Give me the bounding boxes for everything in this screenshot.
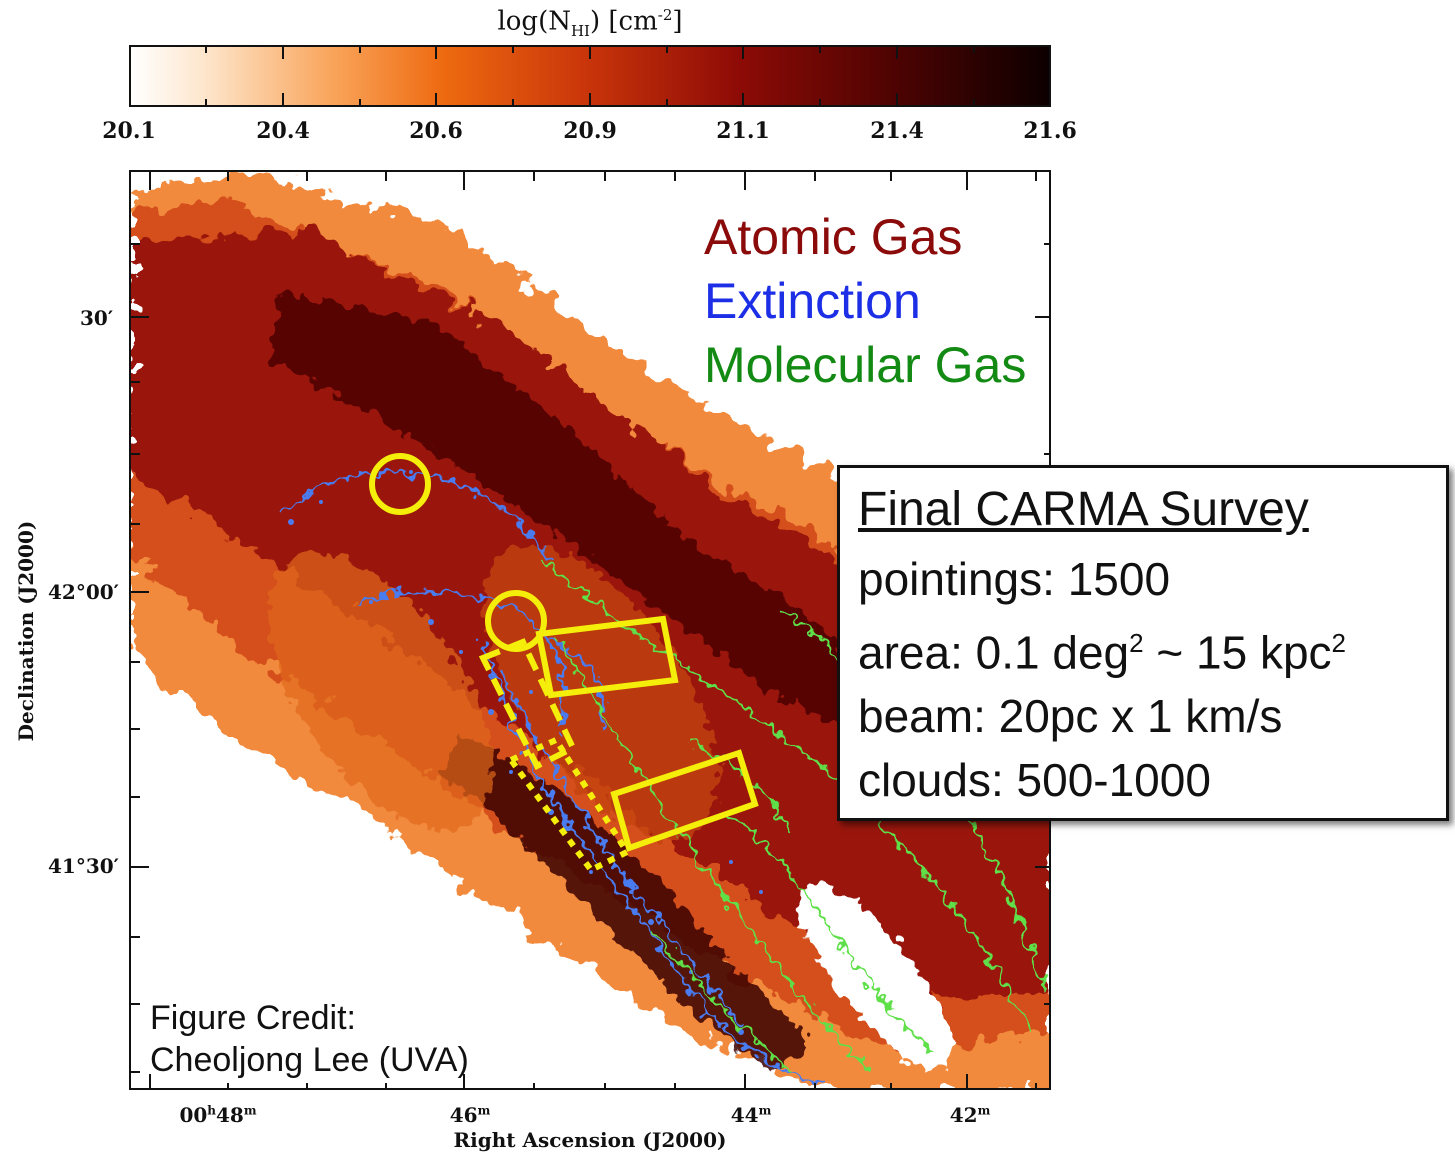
survey-info-box: Final CARMA Survey pointings: 1500 area:…: [837, 465, 1449, 821]
colorbar-tick-label: 20.1: [102, 118, 156, 144]
x-tick-label: 46m: [449, 1103, 491, 1127]
legend-molecular-gas: Molecular Gas: [704, 337, 1027, 393]
info-area: area: 0.1 deg2 ~ 15 kpc2: [858, 626, 1346, 679]
credit-line: Cheoljong Lee (UVA): [150, 1041, 469, 1079]
x-axis-label: Right Ascension (J2000): [453, 1128, 727, 1152]
x-tick-label: 44m: [730, 1103, 772, 1127]
colorbar-tick-label: 21.4: [870, 118, 924, 144]
info-beam: beam: 20pc x 1 km/s: [858, 690, 1283, 743]
info-pointings: pointings: 1500: [858, 553, 1171, 605]
survey-box: [535, 615, 679, 699]
colorbar-tick-label: 20.9: [563, 118, 617, 144]
survey-circle: [485, 590, 547, 652]
y-tick-label: 30′: [80, 306, 114, 330]
colorbar-tick-label: 21.6: [1023, 118, 1077, 144]
legend-atomic-gas: Atomic Gas: [704, 209, 963, 265]
survey-circle: [369, 453, 431, 515]
colorbar-tick-label: 20.6: [409, 118, 463, 144]
survey-dotted-box: [506, 736, 632, 874]
survey-box: [610, 749, 759, 852]
colorbar-tick-label: 20.4: [256, 118, 310, 144]
y-axis-label: Declination (J2000): [14, 520, 38, 742]
credit-line: Figure Credit:: [150, 999, 356, 1037]
info-title: Final CARMA Survey: [858, 483, 1309, 536]
figure-credit: Figure Credit: Cheoljong Lee (UVA): [150, 997, 469, 1081]
y-tick-label: 41°30′: [48, 854, 119, 878]
y-tick-label: 42°00′: [48, 580, 119, 604]
x-tick-label: 00h48m: [179, 1103, 257, 1127]
survey-fields: [369, 453, 759, 874]
colorbar-tick-label: 21.1: [716, 118, 770, 144]
colorbar-title: log(NHI) [cm-2]: [497, 6, 683, 40]
colorbar-ticks: [205, 45, 975, 107]
x-tick-label: 42m: [949, 1103, 991, 1127]
survey-dashed-box: [478, 638, 577, 771]
info-clouds: clouds: 500-1000: [858, 754, 1211, 807]
legend-extinction: Extinction: [704, 273, 921, 329]
